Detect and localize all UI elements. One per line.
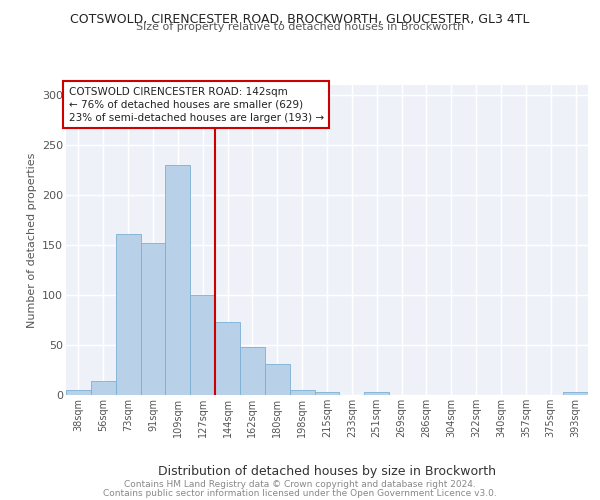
Bar — [240, 347, 265, 395]
Text: COTSWOLD CIRENCESTER ROAD: 142sqm
← 76% of detached houses are smaller (629)
23%: COTSWOLD CIRENCESTER ROAD: 142sqm ← 76% … — [68, 86, 324, 123]
Bar — [166, 165, 190, 395]
Bar — [66, 390, 91, 395]
Bar — [215, 322, 240, 395]
Text: Size of property relative to detached houses in Brockworth: Size of property relative to detached ho… — [136, 22, 464, 32]
Text: Distribution of detached houses by size in Brockworth: Distribution of detached houses by size … — [158, 464, 496, 477]
Bar — [116, 234, 140, 395]
Bar — [364, 392, 389, 395]
Bar — [91, 381, 116, 395]
Bar — [190, 295, 215, 395]
Bar — [563, 392, 588, 395]
Bar — [314, 392, 340, 395]
Text: COTSWOLD, CIRENCESTER ROAD, BROCKWORTH, GLOUCESTER, GL3 4TL: COTSWOLD, CIRENCESTER ROAD, BROCKWORTH, … — [70, 12, 530, 26]
Bar — [265, 364, 290, 395]
Text: Contains HM Land Registry data © Crown copyright and database right 2024.: Contains HM Land Registry data © Crown c… — [124, 480, 476, 489]
Y-axis label: Number of detached properties: Number of detached properties — [26, 152, 37, 328]
Bar — [290, 390, 314, 395]
Bar — [140, 243, 166, 395]
Text: Contains public sector information licensed under the Open Government Licence v3: Contains public sector information licen… — [103, 488, 497, 498]
